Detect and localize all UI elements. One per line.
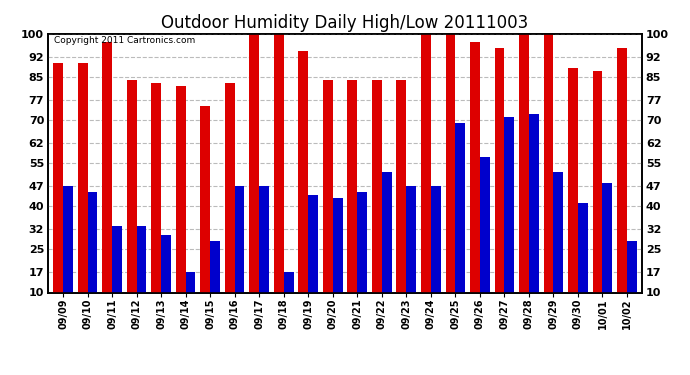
Bar — [372, 80, 382, 292]
Bar — [348, 80, 357, 292]
Bar — [446, 34, 455, 292]
Bar — [431, 186, 441, 292]
Bar — [397, 80, 406, 292]
Bar — [455, 123, 465, 292]
Bar — [137, 226, 146, 292]
Bar — [470, 42, 480, 292]
Bar — [602, 183, 612, 292]
Bar — [102, 42, 112, 292]
Bar — [161, 235, 171, 292]
Bar — [259, 186, 269, 292]
Bar — [298, 51, 308, 292]
Bar — [544, 34, 553, 292]
Bar — [627, 241, 637, 292]
Bar — [421, 34, 431, 292]
Bar — [323, 80, 333, 292]
Bar — [151, 82, 161, 292]
Bar — [200, 106, 210, 292]
Bar — [568, 68, 578, 292]
Bar — [235, 186, 244, 292]
Bar — [504, 117, 514, 292]
Bar — [210, 241, 220, 292]
Bar — [529, 114, 539, 292]
Bar — [617, 48, 627, 292]
Bar — [176, 86, 186, 292]
Bar — [249, 34, 259, 292]
Bar — [553, 172, 563, 292]
Bar — [63, 186, 73, 292]
Text: Copyright 2011 Cartronics.com: Copyright 2011 Cartronics.com — [55, 36, 195, 45]
Bar — [495, 48, 504, 292]
Bar — [308, 195, 318, 292]
Bar — [78, 63, 88, 292]
Bar — [274, 34, 284, 292]
Bar — [382, 172, 392, 292]
Bar — [480, 158, 490, 292]
Bar — [53, 63, 63, 292]
Bar — [88, 192, 97, 292]
Bar — [284, 272, 293, 292]
Bar — [127, 80, 137, 292]
Bar — [112, 226, 122, 292]
Bar — [333, 198, 342, 292]
Bar — [406, 186, 416, 292]
Bar — [578, 203, 588, 292]
Bar — [225, 82, 235, 292]
Bar — [357, 192, 367, 292]
Bar — [186, 272, 195, 292]
Bar — [519, 34, 529, 292]
Bar — [593, 71, 602, 292]
Title: Outdoor Humidity Daily High/Low 20111003: Outdoor Humidity Daily High/Low 20111003 — [161, 14, 529, 32]
